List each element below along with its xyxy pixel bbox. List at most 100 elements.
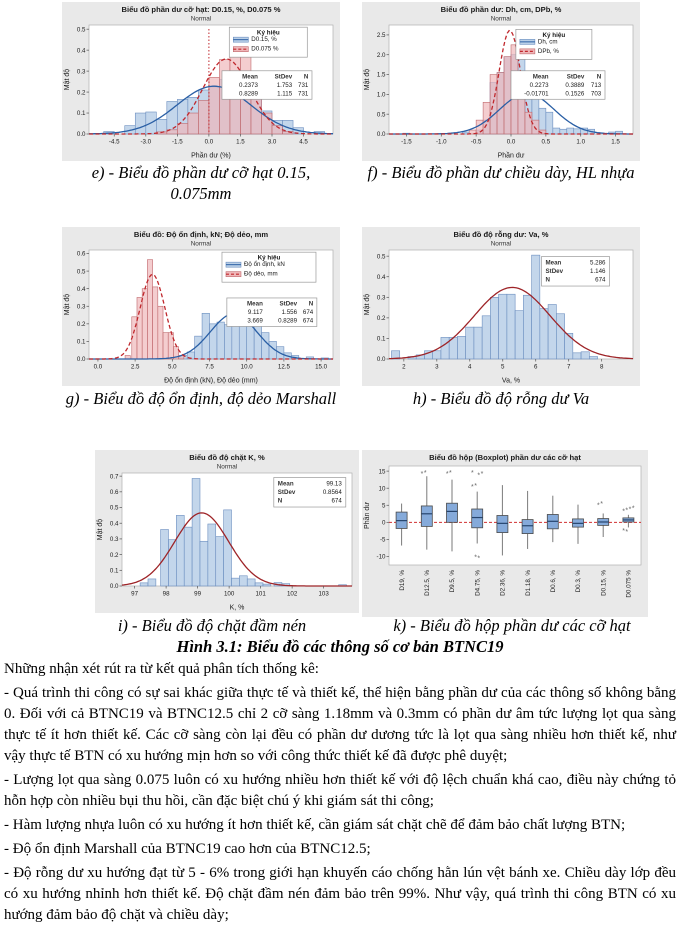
normal-curve	[89, 313, 333, 360]
svg-text:2: 2	[402, 364, 406, 371]
svg-text:102: 102	[287, 591, 298, 598]
stats-box: Mean StDev N 0.2373 1.753 731 0.8289 1.115 731	[221, 70, 313, 100]
paragraph-bullet: - Quá trình thi công có sự sai khác giữa…	[4, 685, 676, 764]
svg-text:Phần dư: Phần dư	[498, 151, 525, 160]
svg-text:D0.15, %: D0.15, %	[251, 36, 277, 43]
svg-text:4: 4	[468, 364, 472, 371]
svg-text:674: 674	[595, 277, 606, 284]
svg-text:97: 97	[131, 591, 138, 598]
svg-text:0.7: 0.7	[110, 473, 119, 480]
svg-text:Biểu đồ độ chặt K, %: Biểu đồ độ chặt K, %	[189, 453, 265, 462]
svg-text:*: *	[632, 505, 635, 512]
caption-g: g) - Biểu đồ độ ổn định, độ dẻo Marshall	[65, 389, 337, 408]
svg-text:Biểu đồ phần dư: Dh, cm, DPb,: Biểu đồ phần dư: Dh, cm, DPb, %	[441, 5, 562, 14]
svg-text:1.0: 1.0	[576, 139, 585, 146]
chart-i-compaction-histogram: Biểu đồ độ chặt K, % Normal 97 98 99 100 101 10…	[95, 450, 359, 613]
svg-text:1.115: 1.115	[277, 90, 293, 97]
chart-svg-g: Biểu đồ: Độ ổn định, kN; Độ dẻo, mm Norma…	[62, 227, 340, 386]
svg-text:0.3: 0.3	[77, 68, 86, 75]
svg-text:*: *	[474, 554, 477, 561]
svg-text:0.0: 0.0	[77, 356, 86, 363]
svg-text:8: 8	[600, 364, 604, 371]
svg-text:1.556: 1.556	[282, 309, 298, 316]
svg-text:*: *	[449, 470, 452, 477]
axes: -4.5 -3.0 -1.5 0.0 1.5 3.0 4.5 0.0 0.1 0.2 0.3 0.4 0…	[77, 26, 309, 145]
svg-text:0.4: 0.4	[110, 520, 119, 527]
svg-text:6: 6	[534, 364, 538, 371]
svg-text:2.5: 2.5	[377, 32, 386, 39]
svg-text:-1.5: -1.5	[172, 139, 183, 146]
svg-text:*: *	[471, 470, 474, 477]
svg-text:0.0: 0.0	[377, 131, 386, 138]
svg-text:98: 98	[163, 591, 170, 598]
svg-text:Va, %: Va, %	[502, 378, 520, 385]
svg-text:N: N	[597, 73, 602, 80]
box-whisker: * ** *** *	[471, 470, 484, 562]
svg-text:0.3: 0.3	[77, 303, 86, 310]
svg-text:0.5: 0.5	[377, 253, 386, 260]
svg-text:Mật độ: Mật độ	[97, 519, 104, 541]
svg-text:Phần dư (%): Phần dư (%)	[191, 151, 231, 160]
paragraph-intro: Những nhận xét rút ra từ kết quả phân tí…	[4, 661, 319, 677]
svg-text:1.5: 1.5	[611, 139, 620, 146]
svg-text:N: N	[278, 498, 283, 505]
chart-svg-e: Biểu đồ phần dư cỡ hạt: D0.15, %, D0.075…	[62, 2, 340, 161]
svg-text:Normal: Normal	[191, 241, 212, 248]
svg-text:K, %: K, %	[230, 605, 245, 612]
svg-text:Mean: Mean	[278, 481, 294, 488]
svg-text:Độ ổn định, kN: Độ ổn định, kN	[244, 261, 285, 268]
normal-curve	[389, 286, 634, 360]
svg-text:Biểu đồ độ rỗng dư: Va, %: Biểu đồ độ rỗng dư: Va, %	[454, 230, 549, 239]
svg-text:0.2: 0.2	[110, 552, 119, 559]
svg-text:Normal: Normal	[491, 241, 512, 248]
svg-text:713: 713	[591, 82, 602, 89]
svg-text:Mean: Mean	[533, 73, 549, 80]
svg-text:0.2: 0.2	[77, 89, 86, 96]
svg-text:-0.5: -0.5	[471, 139, 482, 146]
box-whisker	[496, 485, 509, 556]
svg-text:4.5: 4.5	[299, 139, 308, 146]
chart-f-residual-thickness-histogram: Biểu đồ phần dư: Dh, cm, DPb, % Normal -1.…	[362, 2, 640, 161]
svg-text:1.146: 1.146	[590, 268, 606, 275]
chart-svg-k: Biểu đồ hộp (Boxplot) phần dư các cỡ hạt…	[362, 450, 648, 617]
svg-text:10.0: 10.0	[241, 364, 254, 371]
svg-text:0.1: 0.1	[77, 339, 86, 346]
normal-curve	[121, 512, 352, 587]
svg-text:0.0: 0.0	[205, 139, 214, 146]
svg-text:101: 101	[255, 591, 266, 598]
svg-text:0.2273: 0.2273	[530, 82, 549, 89]
svg-text:-4.5: -4.5	[109, 139, 120, 146]
svg-text:*: *	[600, 501, 603, 508]
svg-text:0.8564: 0.8564	[323, 489, 342, 496]
svg-text:Biểu đồ phần dư cỡ hạt: D0.15,: Biểu đồ phần dư cỡ hạt: D0.15, %, D0.075…	[121, 5, 280, 14]
svg-text:D0.15, %: D0.15, %	[600, 570, 607, 596]
svg-text:0.2: 0.2	[377, 315, 386, 322]
svg-text:674: 674	[303, 317, 314, 324]
figure-title: Hình 3.1: Biểu đồ các thông số cơ bản BT…	[176, 637, 504, 656]
svg-text:15.0: 15.0	[315, 364, 328, 371]
svg-text:*: *	[629, 506, 632, 513]
svg-text:Mean: Mean	[242, 73, 258, 80]
svg-text:Mật độ: Mật độ	[364, 294, 371, 316]
svg-text:0.0: 0.0	[110, 583, 119, 590]
svg-text:0.2: 0.2	[77, 321, 86, 328]
chart-svg-i: Biểu đồ độ chặt K, % Normal 97 98 99 100 101 10…	[95, 450, 359, 613]
svg-text:N: N	[309, 300, 314, 307]
svg-text:3.0: 3.0	[268, 139, 277, 146]
svg-text:Ký hiệu: Ký hiệu	[257, 30, 280, 37]
svg-text:*: *	[474, 483, 477, 490]
axes: 0.0 2.5 5.0 7.5 10.0 12.5 15.0 0.0 0.1 0.2 0.3 0.4 0…	[77, 251, 328, 371]
svg-text:*: *	[477, 473, 480, 480]
svg-text:D4.75, %: D4.75, %	[474, 570, 481, 596]
svg-text:Phần dư: Phần dư	[362, 502, 371, 529]
svg-text:Ký hiệu: Ký hiệu	[543, 32, 566, 39]
svg-text:0.6: 0.6	[110, 489, 119, 496]
svg-text:Ký hiệu: Ký hiệu	[258, 255, 281, 262]
svg-text:D0.075 %: D0.075 %	[626, 570, 633, 598]
svg-text:0.1526: 0.1526	[565, 90, 584, 97]
svg-text:15: 15	[379, 468, 386, 475]
svg-text:*: *	[597, 502, 600, 509]
normal-curve	[389, 29, 633, 135]
box-whisker	[521, 490, 534, 549]
